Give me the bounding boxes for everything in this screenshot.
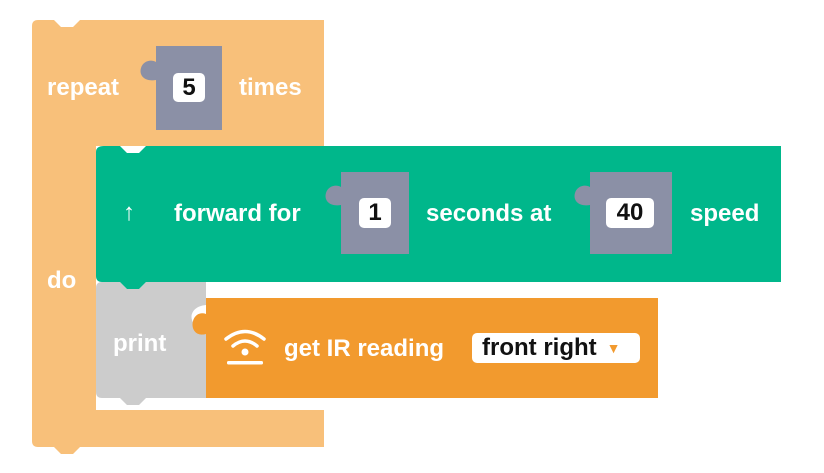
sensor-dropdown[interactable]: front right ▼ xyxy=(472,333,640,363)
ir-sensor-icon xyxy=(224,329,266,365)
print-label: print xyxy=(113,330,167,357)
ir-reading-block[interactable] xyxy=(192,298,659,398)
forward-for-label: forward for xyxy=(174,200,301,227)
print-block[interactable] xyxy=(96,282,206,405)
seconds-at-label: seconds at xyxy=(426,200,552,227)
speed-label: speed xyxy=(690,200,760,227)
seconds-field[interactable]: 1 xyxy=(359,198,391,228)
do-label: do xyxy=(47,267,77,294)
repeat-label: repeat xyxy=(47,74,120,101)
sensor-dropdown-value: front right xyxy=(482,334,597,361)
times-label: times xyxy=(239,74,302,101)
repeat-count-field[interactable]: 5 xyxy=(173,73,205,102)
repeat-block[interactable] xyxy=(32,20,324,454)
chevron-down-icon: ▼ xyxy=(606,340,621,356)
speed-field[interactable]: 40 xyxy=(606,198,654,228)
get-ir-reading-label: get IR reading xyxy=(284,335,445,362)
up-arrow-icon: ↑ xyxy=(123,199,135,226)
